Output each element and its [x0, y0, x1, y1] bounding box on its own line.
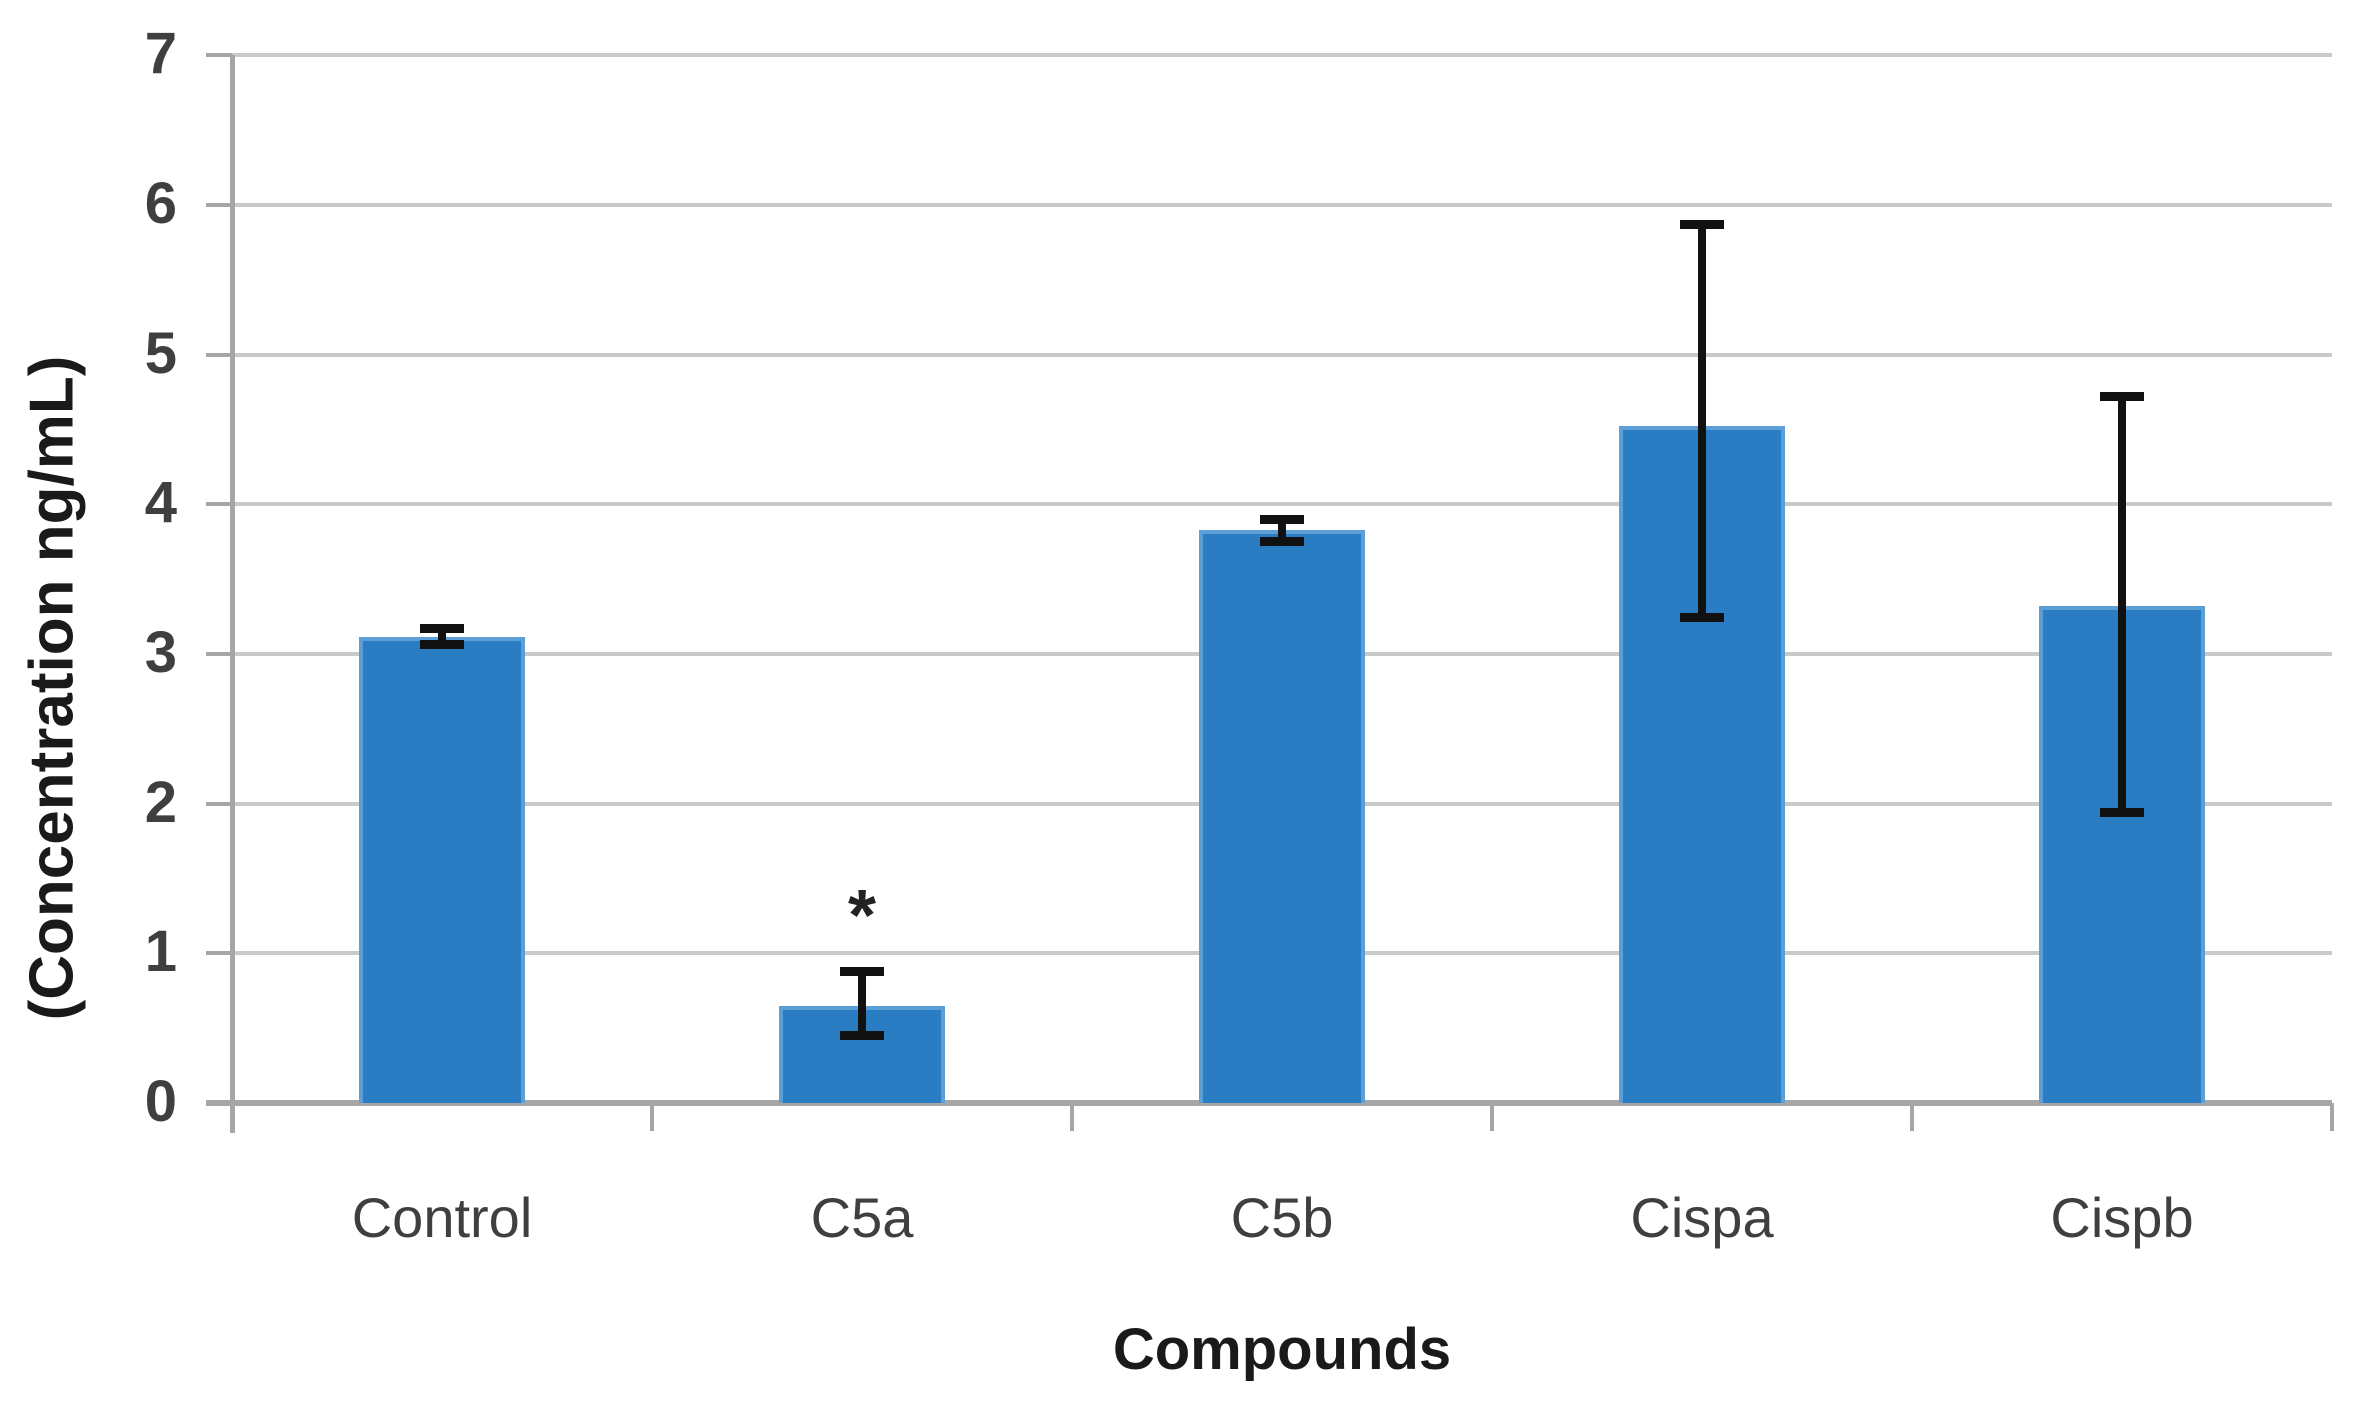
y-tick: [206, 801, 232, 806]
gridline: [232, 352, 2332, 357]
y-tick-label: 5: [144, 320, 177, 386]
x-tick: [2330, 1103, 2334, 1131]
error-bar-cap-top: [1260, 515, 1304, 525]
x-tick: [650, 1103, 654, 1131]
error-bar-cap-bottom: [840, 1030, 884, 1040]
significance-star: *: [847, 876, 877, 957]
y-tick-label: 1: [144, 919, 177, 985]
x-tick: [230, 1103, 234, 1131]
error-bar-cap-bottom: [420, 639, 464, 649]
y-tick-label: 4: [144, 470, 177, 536]
error-bar-line: [438, 625, 446, 648]
y-tick: [206, 951, 232, 956]
y-tick-label: 3: [144, 620, 177, 686]
y-tick: [206, 651, 232, 656]
error-bar-cap-top: [2100, 392, 2144, 402]
x-tick: [1910, 1103, 1914, 1131]
x-axis-baseline: [206, 1100, 2332, 1106]
y-tick-label: 7: [144, 21, 177, 87]
x-category-label: Cispb: [2050, 1186, 2194, 1249]
y-tick: [206, 502, 232, 507]
x-tick: [1070, 1103, 1074, 1131]
y-tick: [206, 53, 232, 58]
x-category-label: Cispa: [1630, 1186, 1774, 1249]
gridline: [232, 202, 2332, 207]
bar-c5a: [779, 1005, 945, 1103]
error-bar-cap-top: [420, 624, 464, 634]
error-bar-line: [858, 968, 866, 1039]
y-axis-line: [230, 55, 235, 1133]
error-bar-cap-bottom: [1680, 612, 1724, 622]
gridline: [232, 53, 2332, 58]
bar-control: [359, 637, 525, 1103]
error-bar-line: [1278, 516, 1286, 545]
error-bar-line: [2118, 393, 2126, 816]
y-tick-label: 6: [144, 170, 177, 236]
x-category-label: C5b: [1230, 1186, 1334, 1249]
y-tick-label: 2: [144, 769, 177, 835]
x-category-label: Control: [351, 1186, 533, 1249]
error-bar-cap-bottom: [2100, 807, 2144, 817]
bar-c5b: [1199, 529, 1365, 1103]
error-bar-line: [1698, 221, 1706, 621]
y-tick: [206, 202, 232, 207]
x-category-label: C5a: [810, 1186, 914, 1249]
x-axis-title: Compounds: [1112, 1317, 1452, 1382]
y-tick-label: 0: [144, 1069, 177, 1135]
error-bar-cap-top: [840, 967, 884, 977]
gridline: [232, 502, 2332, 507]
x-tick: [1490, 1103, 1494, 1131]
error-bar-cap-bottom: [1260, 536, 1304, 546]
y-tick: [206, 352, 232, 357]
error-bar-cap-top: [1680, 220, 1724, 230]
